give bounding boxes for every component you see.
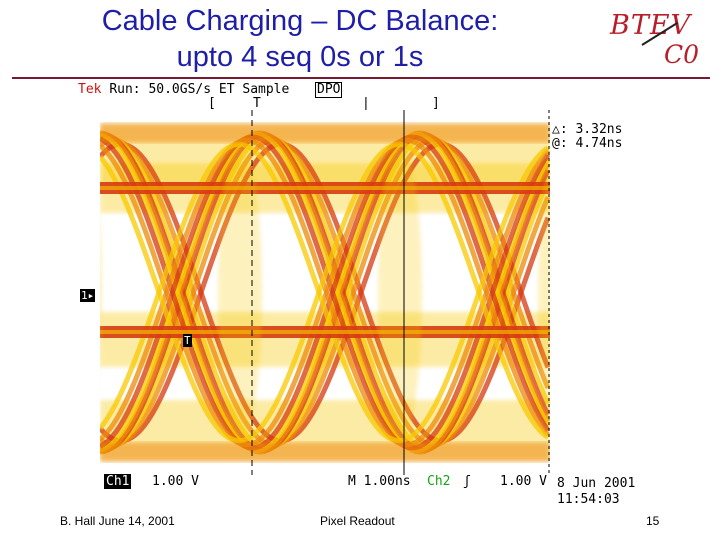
cursor-delta-readout: △: 3.32ns <box>552 122 623 137</box>
record-bracket-right: ] <box>432 96 440 111</box>
crossing-highlight <box>378 142 422 443</box>
ch1-label: Ch1 <box>104 474 132 489</box>
eye-diagram-display <box>100 110 550 475</box>
trigger-position-marker: T <box>253 96 261 111</box>
rail-band <box>100 123 550 143</box>
eye-trace <box>100 134 550 451</box>
ch2-label: Ch2 <box>427 474 451 489</box>
trigger-slope-icon: ʃ <box>463 474 471 489</box>
scope-date: 8 Jun 2001 <box>557 476 636 491</box>
timebase: M 1.00ns <box>348 474 411 489</box>
logo-c0-text: C0 <box>664 40 700 69</box>
trigger-level-marker: T <box>183 334 192 347</box>
rail-band <box>100 442 550 462</box>
ch1-info: Ch1 <box>104 474 132 489</box>
btev-logo: BTEV C0 <box>606 8 700 72</box>
eye-trace <box>100 141 550 444</box>
page-number: 15 <box>646 514 660 528</box>
crossing-highlight <box>218 142 262 443</box>
logo-btev-text: BTEV <box>610 10 692 41</box>
ch1-scale: 1.00 V <box>152 474 199 489</box>
level-band-core <box>100 186 550 190</box>
scope-status-bar: Tek Run: 50.0GS/s ET Sample <box>78 82 289 97</box>
slide-title-line1: Cable Charging – DC Balance: <box>101 5 499 37</box>
crossing-highlight <box>538 158 550 427</box>
eye-trace <box>100 141 550 444</box>
record-tick: | <box>362 96 370 111</box>
trigger-level: 1.00 V <box>500 474 547 489</box>
tek-brand: Tek <box>78 82 102 97</box>
run-status: Run: 50.0GS/s ET Sample <box>109 82 290 97</box>
dpo-badge: DPO <box>315 82 343 98</box>
ch1-ground-marker: 1▸ <box>80 289 96 302</box>
eye-trace <box>100 137 550 448</box>
record-bracket-left: [ <box>208 96 216 111</box>
footer-title: Pixel Readout <box>320 514 395 528</box>
title-divider <box>12 77 710 79</box>
scope-time: 11:54:03 <box>557 492 620 507</box>
slide-title-line2: upto 4 seq 0s or 1s <box>176 41 424 73</box>
waveform-traces <box>100 123 550 462</box>
level-band-core <box>100 330 550 334</box>
eye-trace <box>100 134 550 451</box>
crossing-highlight <box>100 230 102 355</box>
cursor-position-readout: @: 4.74ns <box>552 136 623 151</box>
footer-author-date: B. Hall June 14, 2001 <box>60 514 175 528</box>
